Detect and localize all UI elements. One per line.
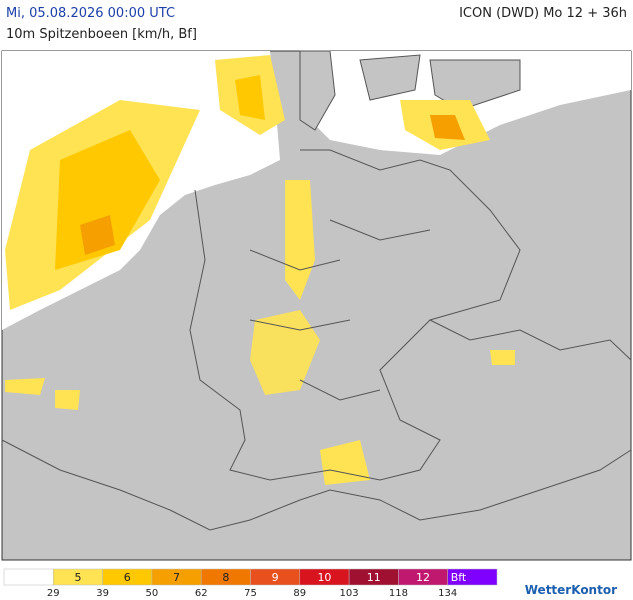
gust-area (250, 310, 320, 395)
legend-class-label: 9 (272, 571, 279, 584)
legend-class-label: 10 (317, 571, 331, 584)
legend-class-label: 8 (222, 571, 229, 584)
legend-swatch (3, 568, 54, 586)
brand: WetterKontor (525, 583, 617, 597)
land-masses (299, 50, 521, 131)
legend-threshold: 62 (195, 588, 208, 599)
legend-class-label: 6 (124, 571, 131, 584)
gust-area (285, 180, 315, 300)
gust-area (235, 75, 265, 120)
legend-threshold: 75 (244, 588, 257, 599)
legend-threshold: 50 (146, 588, 159, 599)
legend-swatch (447, 568, 498, 586)
forecast-date: Mi, 05.08.2026 00:00 UTC (6, 6, 176, 21)
model-run: ICON (DWD) Mo 12 + 36h (459, 6, 627, 21)
map-subtitle: 10m Spitzenboeen [km/h, Bf] (6, 27, 197, 42)
legend-class-label: 5 (74, 571, 81, 584)
gust-area (80, 215, 115, 255)
legend-class-label: 7 (173, 571, 180, 584)
legend-threshold: 39 (96, 588, 109, 599)
legend-threshold: 134 (438, 588, 457, 599)
borders (1, 149, 632, 531)
gust-area (430, 115, 465, 140)
gust-area (55, 130, 160, 270)
legend-class-label: 12 (416, 571, 430, 584)
legend-class-label: 11 (367, 571, 381, 584)
legend-threshold: 29 (47, 588, 60, 599)
legend-class-label: Bft (451, 571, 467, 584)
legend-threshold: 89 (293, 588, 306, 599)
legend-threshold: 103 (340, 588, 359, 599)
legend-threshold: 118 (389, 588, 408, 599)
